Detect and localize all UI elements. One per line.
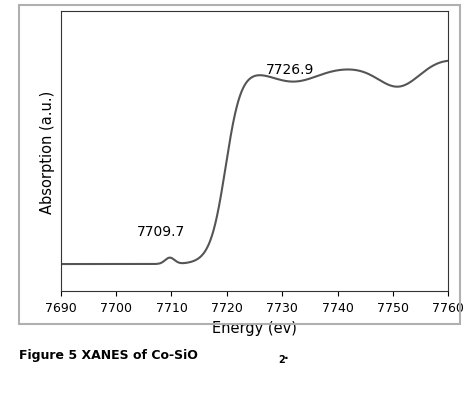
Text: .: . — [284, 348, 289, 361]
X-axis label: Energy (ev): Energy (ev) — [212, 320, 297, 335]
Y-axis label: Absorption (a.u.): Absorption (a.u.) — [40, 90, 55, 213]
Text: 2: 2 — [278, 354, 284, 364]
Text: 7709.7: 7709.7 — [137, 225, 185, 239]
Text: 7726.9: 7726.9 — [266, 63, 314, 77]
Text: Figure 5 XANES of Co-SiO: Figure 5 XANES of Co-SiO — [19, 348, 198, 361]
